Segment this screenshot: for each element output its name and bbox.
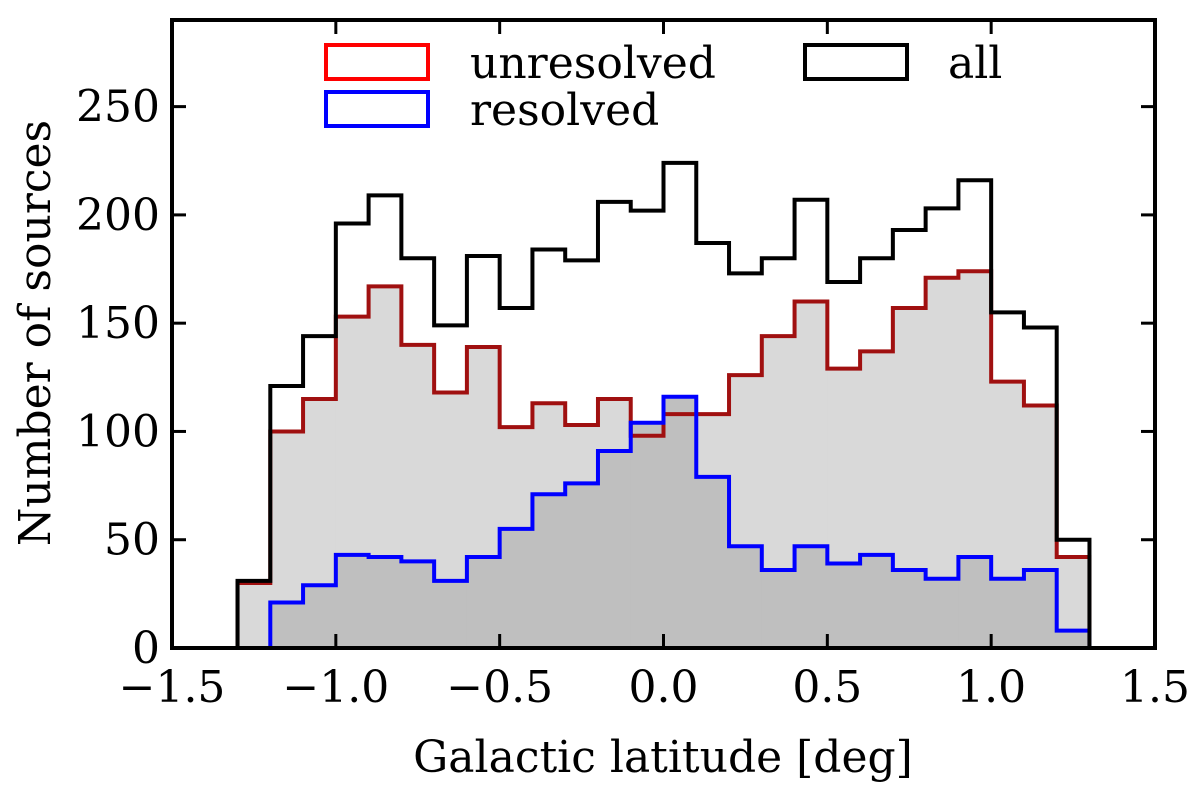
bar-resolved-24 xyxy=(1023,570,1058,648)
y-tick-label: 150 xyxy=(76,298,160,349)
bar-resolved-7 xyxy=(466,557,501,648)
series-outline-resolved xyxy=(237,394,1092,650)
series-outline-unresolved xyxy=(235,269,1092,648)
legend-label-unresolved: unresolved xyxy=(470,38,716,89)
bar-resolved-25 xyxy=(1056,630,1091,648)
legend-label-all: all xyxy=(948,38,1002,89)
y-tick-label: 50 xyxy=(104,515,160,566)
bar-resolved-15 xyxy=(729,546,763,648)
x-tick-label: 1.5 xyxy=(1120,662,1190,713)
y-tick-label: 100 xyxy=(76,406,160,457)
legend-label-resolved: resolved xyxy=(470,85,659,136)
bar-resolved-19 xyxy=(860,554,894,648)
x-tick-label: 0.5 xyxy=(792,662,862,713)
bar-resolved-4 xyxy=(368,557,402,648)
histogram-fills xyxy=(237,271,1091,648)
bar-resolved-3 xyxy=(335,554,370,648)
bar-resolved-10 xyxy=(565,483,599,648)
bar-resolved-18 xyxy=(827,563,861,648)
bar-resolved-6 xyxy=(434,580,468,648)
bar-resolved-2 xyxy=(303,585,337,648)
bar-unresolved-0 xyxy=(237,583,271,648)
histogram-lines xyxy=(235,160,1092,650)
y-tick-label: 200 xyxy=(76,190,160,241)
y-axis-label: Number of sources xyxy=(10,120,61,546)
legend-swatch-all xyxy=(803,43,909,81)
y-tick-label: 0 xyxy=(132,623,160,674)
bar-resolved-5 xyxy=(401,561,435,648)
legend-swatch-resolved xyxy=(324,90,430,128)
x-tick-label: 0.0 xyxy=(629,662,699,713)
legend-swatch-unresolved xyxy=(324,43,430,81)
legend: unresolved resolved all xyxy=(324,38,1002,136)
x-tick-label: −1.5 xyxy=(119,662,226,713)
bar-resolved-22 xyxy=(958,557,992,648)
x-tick-label: −1.0 xyxy=(282,662,389,713)
bar-resolved-21 xyxy=(925,578,959,648)
bar-resolved-9 xyxy=(532,494,566,648)
bar-resolved-20 xyxy=(892,570,927,648)
x-tick-label: −0.5 xyxy=(446,662,553,713)
bar-resolved-14 xyxy=(696,476,730,648)
series-outline-all xyxy=(235,160,1092,648)
x-axis-label: Galactic latitude [deg] xyxy=(413,732,913,783)
bar-resolved-16 xyxy=(761,570,796,648)
y-tick-label: 250 xyxy=(76,82,160,133)
bar-resolved-11 xyxy=(597,450,632,648)
bar-resolved-13 xyxy=(663,396,697,648)
bar-resolved-17 xyxy=(794,546,828,648)
bar-resolved-12 xyxy=(630,422,665,648)
bar-resolved-1 xyxy=(270,602,304,648)
plot-frame xyxy=(170,18,1157,650)
bar-resolved-8 xyxy=(499,528,534,648)
axis-tick-labels: −1.5 −1.0 −0.5 0.0 0.5 1.0 1.5 0 50 100 150 200 250 xyxy=(76,82,1190,713)
x-tick-label: 1.0 xyxy=(956,662,1026,713)
bar-resolved-23 xyxy=(991,578,1025,648)
